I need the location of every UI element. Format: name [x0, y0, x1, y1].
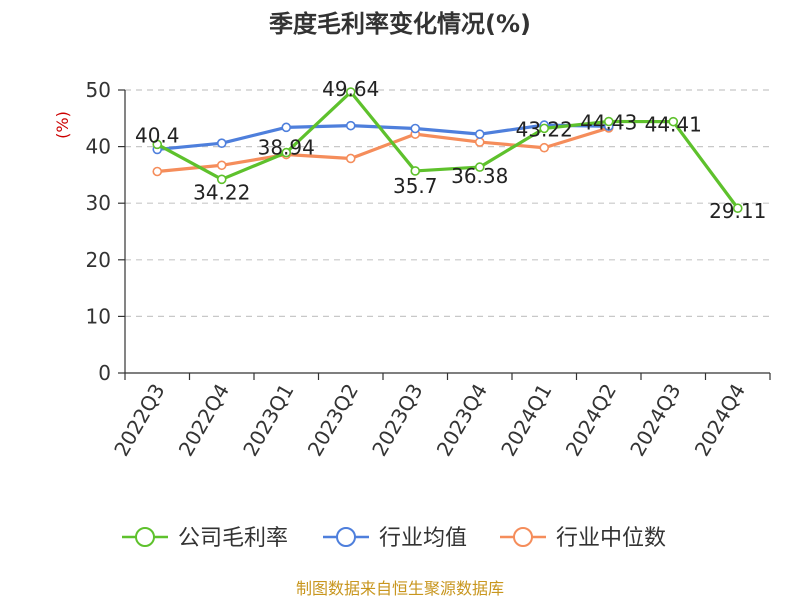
data-label: 38.94 [258, 136, 315, 160]
legend-item: 公司毛利率 [122, 526, 288, 551]
data-label: 40.4 [135, 123, 180, 147]
y-tick-label: 10 [86, 304, 111, 328]
data-point [345, 153, 356, 164]
x-tick-label: 2024Q2 [561, 380, 621, 461]
data-point [216, 174, 227, 185]
data-point [152, 139, 163, 150]
legend-label: 行业中位数 [556, 526, 666, 551]
legend-marker [336, 527, 356, 547]
data-point [474, 129, 485, 139]
data-point [474, 162, 485, 172]
data-label: 44.41 [645, 113, 702, 137]
data-label: 34.22 [193, 180, 250, 204]
x-tick-label: 2022Q3 [109, 380, 169, 461]
data-point [216, 160, 227, 171]
legend-marker [135, 527, 155, 547]
data-point [410, 166, 421, 176]
x-tick-label: 2023Q3 [367, 380, 427, 461]
data-labels: 40.4 34.22 38.94 49.64 35.7 36.38 43.22 44.43 44… [135, 77, 766, 223]
legend-item: 行业中位数 [500, 526, 666, 551]
x-tick-label: 2024Q4 [690, 380, 750, 461]
legend: 公司毛利率 行业均值 行业中位数 [122, 526, 666, 551]
data-point [603, 116, 614, 127]
y-tick-label: 20 [86, 248, 111, 272]
data-point [474, 137, 485, 147]
data-label: 36.38 [451, 164, 508, 188]
axes [118, 89, 771, 380]
series-line [157, 123, 609, 152]
x-tick-label: 2023Q1 [238, 380, 298, 461]
x-tick-labels: 2022Q3 2022Q4 2023Q1 2023Q2 2023Q3 2023Q4 2024… [109, 380, 750, 461]
x-tick-label: 2023Q2 [303, 380, 363, 461]
data-label: 35.7 [393, 174, 438, 198]
series-line [157, 126, 610, 174]
legend-label: 公司毛利率 [178, 526, 288, 551]
y-tick-label: 40 [86, 135, 111, 159]
grid [125, 89, 770, 317]
legend-item: 行业均值 [323, 526, 467, 551]
y-tick-labels: 0 10 20 30 40 50 [86, 78, 111, 385]
data-point [410, 123, 421, 134]
legend-marker [513, 527, 533, 547]
series-lines [152, 87, 743, 214]
data-point [281, 147, 292, 158]
data-point [345, 120, 356, 131]
chart-title: 季度毛利率变化情况(%) [269, 10, 531, 38]
data-point [539, 142, 550, 153]
data-point [281, 122, 292, 133]
x-tick-label: 2024Q3 [625, 380, 685, 461]
data-label: 29.11 [709, 199, 766, 223]
y-tick-label: 30 [86, 191, 111, 215]
data-point [345, 87, 356, 97]
y-tick-label: 0 [98, 361, 111, 385]
data-point [216, 138, 227, 149]
series-0 [152, 87, 743, 214]
series-line [156, 90, 740, 210]
data-point [539, 123, 550, 134]
data-point [668, 116, 679, 127]
data-point [732, 203, 743, 214]
x-tick-label: 2023Q4 [432, 380, 492, 461]
y-tick-label: 50 [86, 78, 111, 102]
data-label: 44.43 [580, 111, 637, 135]
data-point [152, 166, 163, 177]
source-note: 制图数据来自恒生聚源数据库 [296, 579, 504, 598]
x-tick-label: 2024Q1 [496, 380, 556, 461]
x-tick-label: 2022Q4 [174, 380, 234, 461]
data-label: 43.22 [516, 117, 573, 141]
legend-label: 行业均值 [379, 526, 467, 551]
y-axis-unit: (%) [53, 111, 72, 139]
data-label: 49.64 [322, 77, 379, 101]
